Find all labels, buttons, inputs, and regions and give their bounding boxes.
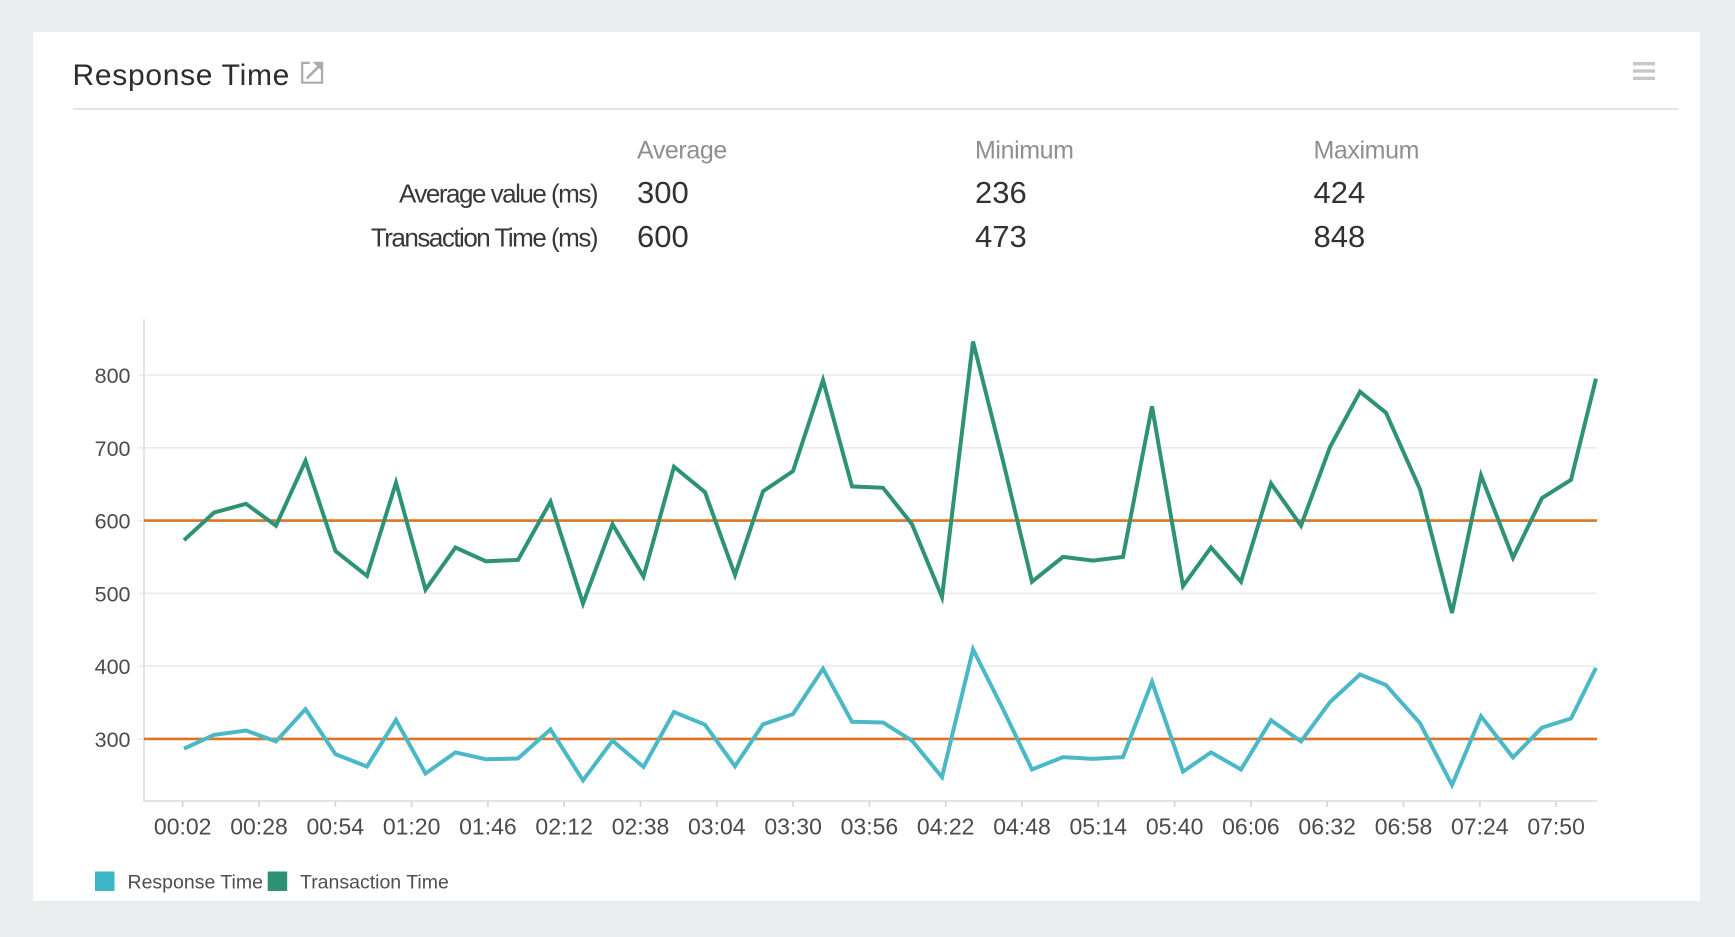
svg-text:00:02: 00:02 [154, 814, 212, 840]
svg-text:01:46: 01:46 [459, 814, 517, 840]
svg-text:Transaction Time: Transaction Time [300, 872, 449, 894]
svg-text:00:28: 00:28 [230, 814, 288, 840]
svg-text:00:54: 00:54 [307, 814, 365, 840]
svg-text:Response Time: Response Time [73, 59, 291, 92]
svg-text:Average: Average [637, 137, 727, 165]
svg-text:700: 700 [95, 437, 131, 461]
svg-text:Maximum: Maximum [1314, 137, 1420, 165]
svg-text:400: 400 [95, 655, 131, 679]
svg-text:04:48: 04:48 [993, 814, 1051, 840]
svg-text:07:24: 07:24 [1451, 814, 1509, 840]
svg-text:600: 600 [637, 219, 689, 254]
svg-text:600: 600 [95, 510, 131, 534]
svg-text:Average value (ms): Average value (ms) [399, 179, 598, 209]
svg-text:05:14: 05:14 [1070, 814, 1128, 840]
svg-text:06:32: 06:32 [1298, 814, 1356, 840]
svg-text:800: 800 [95, 364, 131, 388]
svg-text:07:50: 07:50 [1527, 814, 1585, 840]
svg-text:02:12: 02:12 [535, 814, 593, 840]
svg-text:02:38: 02:38 [612, 814, 670, 840]
svg-text:424: 424 [1314, 175, 1366, 210]
svg-text:06:58: 06:58 [1375, 814, 1433, 840]
svg-text:06:06: 06:06 [1222, 814, 1280, 840]
svg-text:03:04: 03:04 [688, 814, 746, 840]
svg-text:848: 848 [1314, 219, 1366, 254]
svg-text:03:56: 03:56 [841, 814, 899, 840]
svg-text:300: 300 [637, 175, 689, 210]
svg-text:Minimum: Minimum [975, 137, 1074, 165]
svg-text:05:40: 05:40 [1146, 814, 1204, 840]
svg-text:03:30: 03:30 [764, 814, 822, 840]
svg-text:Response Time: Response Time [128, 872, 263, 894]
svg-text:236: 236 [975, 175, 1027, 210]
svg-text:300: 300 [95, 728, 131, 752]
svg-text:01:20: 01:20 [383, 814, 441, 840]
svg-text:500: 500 [95, 582, 131, 606]
svg-text:04:22: 04:22 [917, 814, 975, 840]
svg-text:473: 473 [975, 219, 1027, 254]
svg-text:Transaction Time (ms): Transaction Time (ms) [371, 223, 598, 253]
